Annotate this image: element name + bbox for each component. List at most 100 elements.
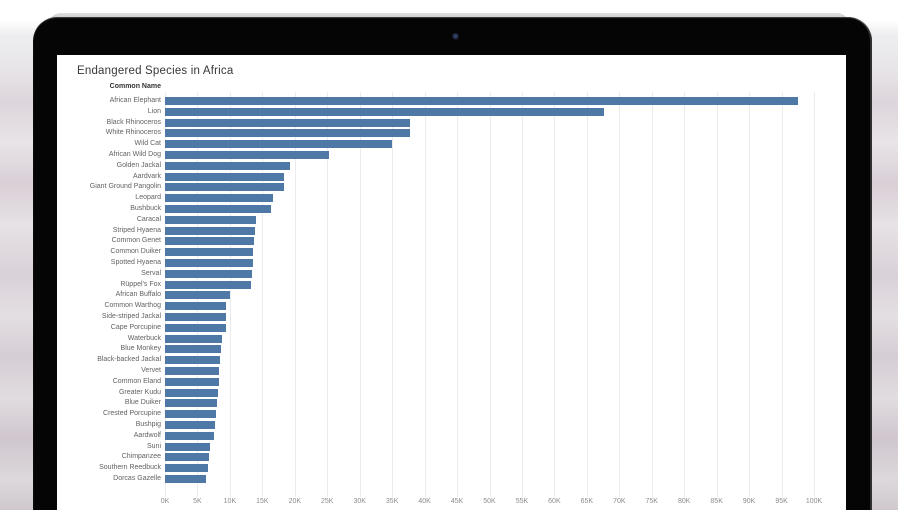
- x-axis-tick-label: 85K: [710, 498, 723, 505]
- row-label: Common Genet: [111, 237, 161, 245]
- bar[interactable]: [165, 399, 217, 408]
- bar[interactable]: [165, 421, 215, 429]
- x-axis-tick-label: 55K: [515, 498, 529, 505]
- row-label: Vervet: [141, 367, 161, 374]
- x-gridline: [392, 92, 394, 497]
- x-gridline: [521, 92, 523, 497]
- bar[interactable]: [165, 367, 219, 375]
- bar[interactable]: [165, 345, 221, 354]
- row-label: Blue Monkey: [120, 345, 161, 353]
- bar[interactable]: [165, 475, 206, 483]
- x-axis-tick-label: 100K: [805, 498, 823, 505]
- x-gridline: [749, 92, 751, 497]
- row-label: Striped Hyaena: [112, 226, 161, 234]
- bar[interactable]: [165, 248, 254, 257]
- bar[interactable]: [165, 410, 216, 419]
- bar[interactable]: [165, 129, 410, 138]
- x-gridline: [457, 92, 459, 497]
- bar[interactable]: [165, 215, 256, 224]
- x-axis-tick-label: 50K: [483, 498, 496, 505]
- bar[interactable]: [165, 161, 291, 170]
- row-label: Rüppel's Fox: [120, 280, 161, 288]
- bar[interactable]: [165, 291, 230, 300]
- bar[interactable]: [165, 302, 226, 311]
- x-gridline: [554, 92, 556, 497]
- x-axis-tick-label: 60K: [548, 498, 561, 505]
- bar[interactable]: [165, 377, 219, 386]
- bar[interactable]: [165, 453, 209, 462]
- bar[interactable]: [165, 280, 251, 289]
- chart-title: Endangered Species in Africa: [77, 65, 234, 77]
- row-label: Caracal: [136, 215, 161, 223]
- bar[interactable]: [165, 313, 226, 321]
- row-header-common-name: Common Name: [109, 83, 161, 90]
- bar[interactable]: [165, 151, 330, 159]
- webcam-icon: [452, 33, 459, 40]
- row-label: Golden Jackal: [116, 161, 161, 169]
- bar[interactable]: [165, 356, 220, 365]
- x-axis-tick-label: 30K: [353, 498, 366, 505]
- bar[interactable]: [165, 323, 226, 332]
- x-gridline: [814, 92, 815, 497]
- bar[interactable]: [165, 97, 798, 105]
- x-gridline: [619, 92, 621, 497]
- row-label: Aardvark: [132, 172, 161, 180]
- x-gridline: [229, 92, 231, 497]
- row-label: Lion: [147, 107, 161, 115]
- row-label: Black Rhinoceros: [106, 118, 161, 126]
- x-axis-tick-label: 15K: [256, 498, 269, 505]
- row-label: African Elephant: [109, 97, 161, 104]
- bar[interactable]: [165, 334, 222, 343]
- bar[interactable]: [165, 172, 284, 181]
- bar[interactable]: [165, 205, 271, 213]
- bar[interactable]: [165, 237, 254, 246]
- bar[interactable]: [165, 226, 256, 235]
- bar[interactable]: [165, 431, 214, 440]
- row-label: Serval: [141, 269, 161, 277]
- x-gridline: [424, 92, 426, 497]
- row-label: Waterbuck: [127, 334, 161, 342]
- row-label: Common Duiker: [110, 248, 161, 256]
- x-axis-tick-label: 95K: [775, 498, 788, 505]
- bar[interactable]: [165, 388, 219, 397]
- bar[interactable]: [165, 183, 284, 192]
- x-gridline: [716, 92, 718, 497]
- x-axis-tick-label: 90K: [742, 498, 756, 505]
- row-label: Wild Cat: [134, 140, 161, 148]
- row-label: Crested Porcupine: [103, 410, 161, 418]
- x-axis-tick-label: 35K: [385, 498, 399, 505]
- row-label: Cape Porcupine: [110, 323, 161, 331]
- row-label: Giant Ground Pangolin: [89, 183, 161, 191]
- x-axis-tick-label: 25K: [321, 498, 334, 505]
- x-gridline: [327, 92, 329, 497]
- x-gridline: [294, 92, 296, 497]
- bar[interactable]: [165, 194, 273, 203]
- x-gridline: [781, 92, 783, 497]
- x-axis-tick-label: 10K: [223, 498, 237, 505]
- bar[interactable]: [165, 269, 252, 278]
- row-label: Aardwolf: [133, 431, 161, 439]
- bar[interactable]: [165, 107, 605, 116]
- row-label: Black-backed Jackal: [97, 356, 161, 364]
- row-label: Spotted Hyaena: [110, 259, 161, 266]
- row-label: Suni: [146, 442, 161, 450]
- bar[interactable]: [165, 464, 208, 473]
- bar[interactable]: [165, 442, 210, 451]
- row-label: Greater Kudu: [118, 388, 161, 396]
- row-label: African Buffalo: [115, 291, 161, 299]
- row-label: Leopard: [135, 194, 161, 202]
- bar[interactable]: [165, 259, 254, 267]
- bar[interactable]: [165, 118, 411, 127]
- row-label: Side-striped Jackal: [101, 313, 161, 320]
- x-axis-tick-label: 0K: [160, 498, 170, 505]
- x-gridline: [262, 92, 264, 497]
- bar[interactable]: [165, 140, 393, 149]
- row-label: African Wild Dog: [108, 151, 161, 158]
- row-label: Blue Duiker: [124, 399, 161, 407]
- x-axis-tick-label: 75K: [645, 498, 658, 505]
- x-gridline: [359, 92, 361, 497]
- row-label: Common Warthog: [104, 302, 161, 310]
- x-gridline: [684, 92, 686, 497]
- row-label: Southern Reedbuck: [99, 464, 161, 472]
